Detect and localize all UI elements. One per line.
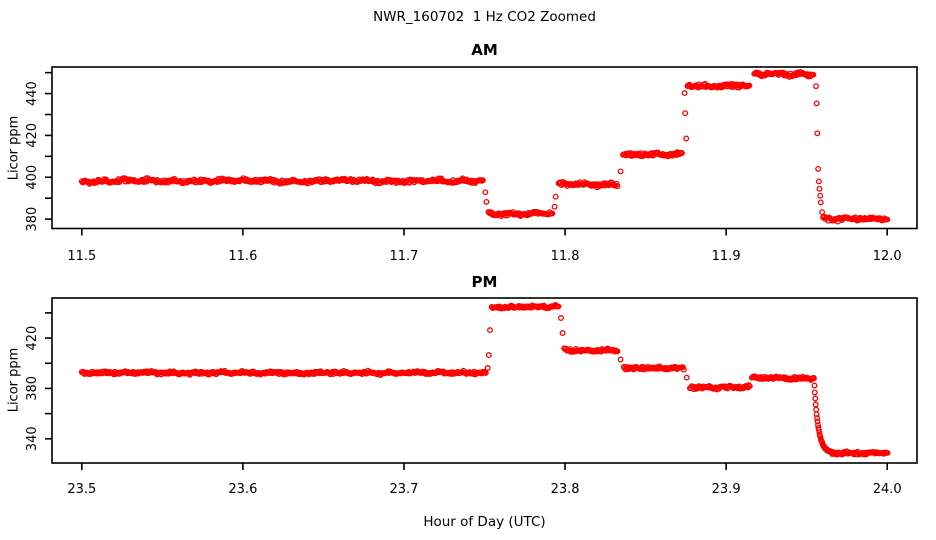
x-tick-label: 23.8 [551, 482, 580, 497]
am-panel: 11.5 11.6 11.7 11.8 11.9 12.0 380 400 420 440 [25, 66, 918, 264]
x-tick-label: 11.5 [67, 249, 96, 264]
am-data-points [78, 69, 891, 225]
y-tick-label: 380 [25, 376, 40, 401]
am-plot-box [51, 66, 918, 230]
am-panel-title: AM [471, 41, 498, 59]
y-tick-label: 420 [25, 123, 40, 148]
x-tick-label: 11.6 [228, 249, 257, 264]
y-tick-label: 340 [25, 426, 40, 451]
x-tick-label: 11.8 [551, 249, 580, 264]
pm-panel: 23.5 23.6 23.7 23.8 23.9 24.0 340 380 420 [25, 297, 918, 497]
y-tick-label: 440 [25, 81, 40, 106]
pm-data-points [78, 302, 891, 458]
x-tick-label: 23.5 [67, 482, 96, 497]
pm-panel-title: PM [471, 273, 498, 291]
y-tick-label: 420 [25, 326, 40, 351]
chart-title: NWR_160702 1 Hz CO2 Zoomed [373, 9, 596, 25]
x-tick-label: 11.7 [389, 249, 418, 264]
x-tick-label: 23.6 [228, 482, 257, 497]
y-tick-label: 400 [25, 165, 40, 190]
x-tick-label: 24.0 [873, 482, 902, 497]
pm-plot-box [51, 297, 918, 464]
y-tick-label: 380 [25, 207, 40, 232]
x-tick-label: 11.9 [712, 249, 741, 264]
x-tick-label: 23.9 [712, 482, 741, 497]
x-tick-label: 23.7 [389, 482, 418, 497]
x-axis-label: Hour of Day (UTC) [423, 514, 546, 530]
x-tick-label: 12.0 [873, 249, 902, 264]
